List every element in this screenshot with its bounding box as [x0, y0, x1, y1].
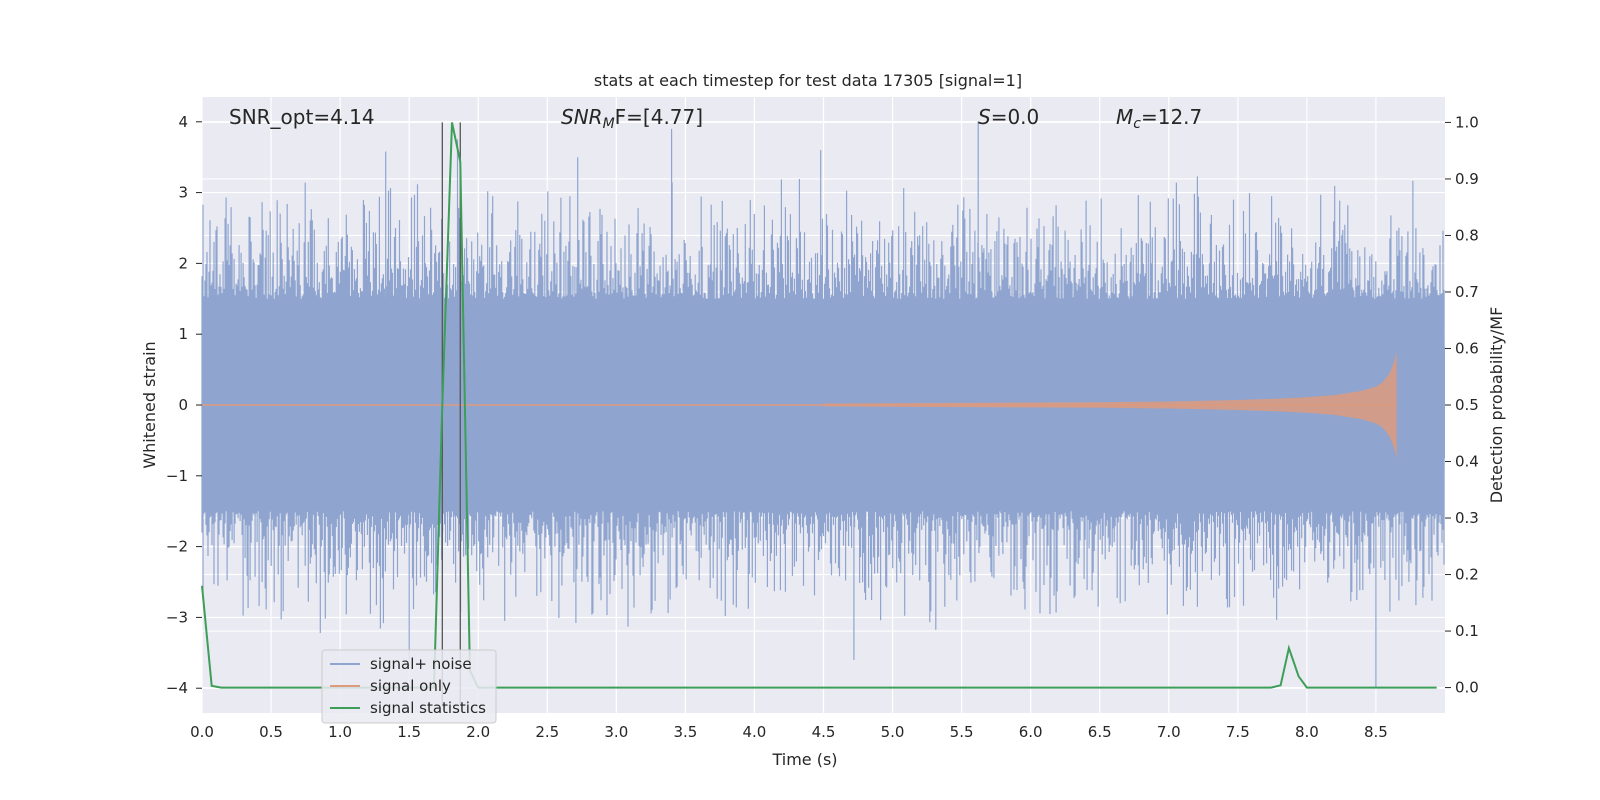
x-tick-label: 7.0: [1157, 723, 1181, 741]
x-tick-label: 2.5: [535, 723, 559, 741]
snr-mf-main: SNR: [561, 105, 603, 129]
x-tick-label: 1.0: [328, 723, 352, 741]
y-right-tick-label: 1.0: [1455, 113, 1479, 131]
chart-title: stats at each timestep for test data 173…: [594, 71, 1022, 90]
snr-mf-rest: F=[4.77]: [615, 105, 703, 129]
x-tick-label: 5.5: [950, 723, 974, 741]
x-tick-label: 7.5: [1226, 723, 1250, 741]
x-axis-label: Time (s): [771, 750, 837, 769]
x-tick-label: 6.5: [1088, 723, 1112, 741]
y-tick-label: 3: [178, 184, 188, 202]
series-signal-only: [202, 351, 1397, 459]
y-right-tick-label: 0.4: [1455, 453, 1479, 471]
x-tick-label: 0.0: [190, 723, 214, 741]
x-tick-label: 4.0: [743, 723, 767, 741]
legend-label-signal: signal only: [370, 677, 451, 695]
y-axis-label-right: Detection probability/MF: [1487, 307, 1506, 504]
x-tick-label: 2.0: [466, 723, 490, 741]
y-right-tick-label: 0.1: [1455, 622, 1479, 640]
mc-main: M: [1116, 105, 1133, 129]
legend-label-noise: signal+ noise: [370, 655, 472, 673]
y-right-tick-label: 0.2: [1455, 566, 1479, 584]
x-tick-label: 1.5: [397, 723, 421, 741]
snr-mf-sub: M: [603, 116, 615, 132]
annotation-mc: Mc=12.7: [1116, 105, 1202, 132]
y-tick-label: 0: [178, 396, 188, 414]
y-axis-label: Whitened strain: [140, 341, 159, 468]
y-right-tick-label: 0.9: [1455, 170, 1479, 188]
x-tick-label: 0.5: [259, 723, 283, 741]
y-right-tick-label: 0.3: [1455, 509, 1479, 527]
legend-box: [321, 649, 497, 724]
x-tick-label: 4.5: [812, 723, 836, 741]
annotation-snr-mf: SNRMF=[4.77]: [561, 105, 703, 132]
y-right-tick-label: 0.5: [1455, 396, 1479, 414]
y-tick-label: −4: [166, 679, 188, 697]
annotation-s: S=0.0: [978, 105, 1039, 129]
x-tick-label: 6.0: [1019, 723, 1043, 741]
s-rest: =0.0: [991, 105, 1040, 129]
y-tick-label: 4: [178, 113, 188, 131]
x-tick-label: 5.0: [881, 723, 905, 741]
x-tick-label: 8.0: [1295, 723, 1319, 741]
mc-rest: =12.7: [1141, 105, 1202, 129]
legend-label-statistics: signal statistics: [370, 699, 486, 717]
y-tick-label: 2: [178, 254, 188, 272]
legend: signal+ noise signal only signal statist…: [321, 649, 497, 724]
y-right-tick-label: 0.6: [1455, 339, 1479, 357]
y-tick-label: −1: [166, 467, 188, 485]
mc-sub: c: [1133, 116, 1141, 132]
y-right-tick-label: 0.7: [1455, 283, 1479, 301]
y-tick-label: 1: [178, 325, 188, 343]
annotation-snr-opt: SNR_opt=4.14: [229, 105, 375, 129]
s-var: S: [978, 105, 991, 129]
ticks: 0.0 0.5 1.0 1.5 2.0 2.5 3.0 3.5 4.0 4.5 5.0 5.5 6.0 6…: [166, 113, 1479, 741]
y-right-tick-label: 0.8: [1455, 226, 1479, 244]
y-right-tick-label: 0.0: [1455, 679, 1479, 697]
x-tick-label: 3.0: [604, 723, 628, 741]
x-tick-label: 8.5: [1364, 723, 1388, 741]
x-tick-label: 3.5: [673, 723, 697, 741]
y-tick-label: −2: [166, 538, 188, 556]
y-tick-label: −3: [166, 608, 188, 626]
